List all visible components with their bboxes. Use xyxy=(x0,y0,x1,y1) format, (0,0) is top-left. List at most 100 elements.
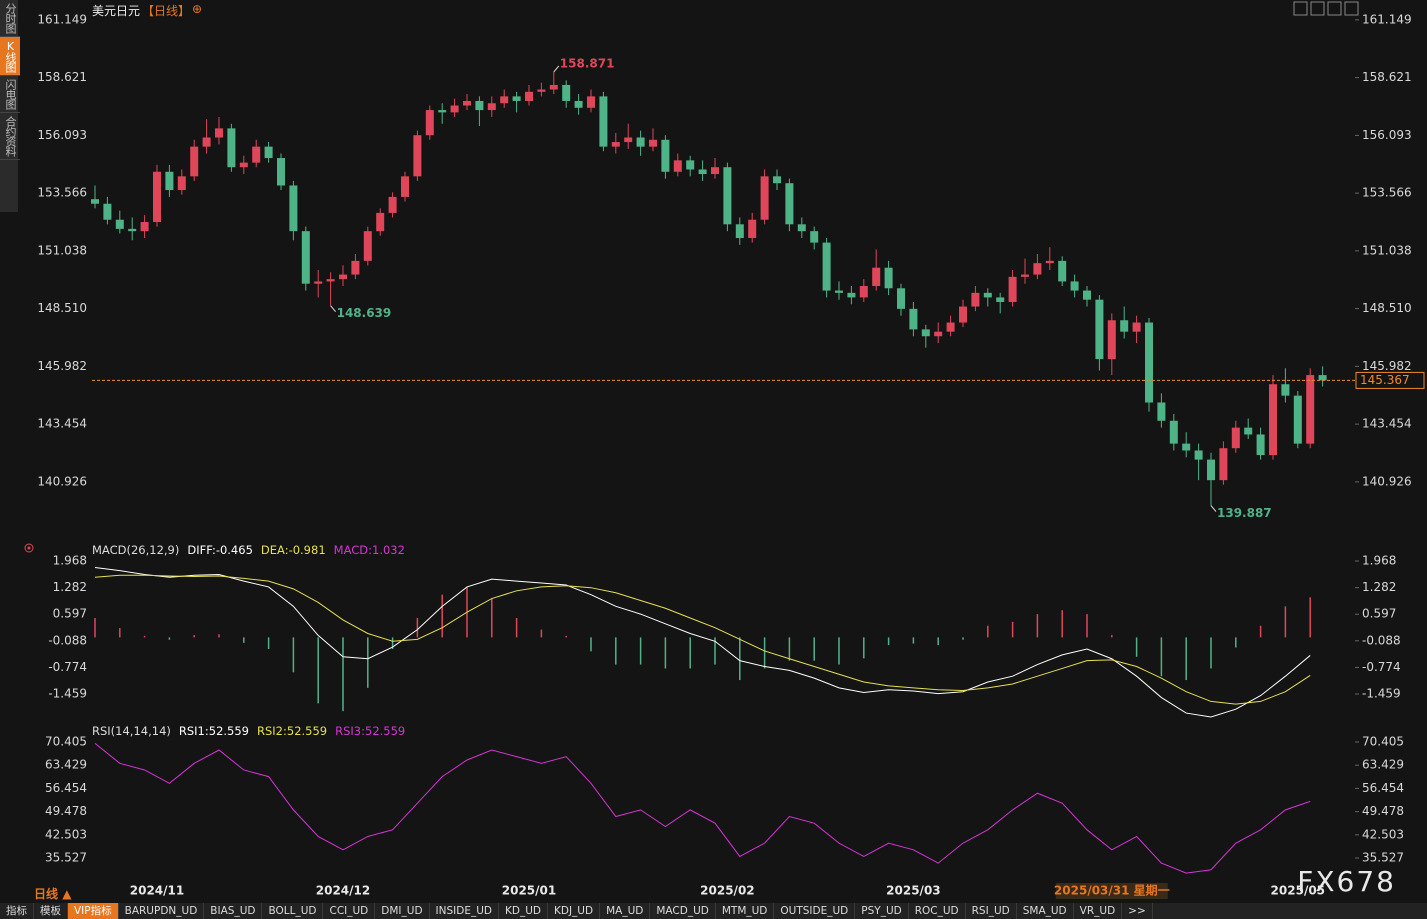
toolbar-tab[interactable]: VR_UD xyxy=(1074,903,1123,919)
toolbar-tab[interactable]: KDJ_UD xyxy=(548,903,601,919)
candle-body xyxy=(1231,427,1240,449)
toolbar-tab[interactable]: INSIDE_UD xyxy=(430,903,499,919)
icon[interactable] xyxy=(1327,1,1342,16)
title-bar: 美元日元 【日线】 ⊕ xyxy=(92,2,202,19)
toolbar-tab[interactable]: MTM_UD xyxy=(716,903,775,919)
macd-bar xyxy=(515,617,518,638)
candle-body xyxy=(649,139,657,147)
legend-entry: DEA-0.981 xyxy=(261,543,326,557)
toolbar-tab[interactable]: BIAS_UD xyxy=(204,903,263,919)
toolbar-tab[interactable]: BARUPDN_UD xyxy=(119,903,205,919)
candle-body xyxy=(1008,276,1017,302)
legend-entry: MACD1.032 xyxy=(334,543,405,557)
y-tick-label: 148.510 xyxy=(37,301,87,315)
side-tab[interactable]: 合约资料 xyxy=(0,113,20,160)
crosshair-label-box xyxy=(1055,883,1168,899)
y-tick-label: 1.282 xyxy=(53,580,87,594)
candle-body xyxy=(723,167,732,225)
macd-bar xyxy=(987,625,989,638)
candle-body xyxy=(239,162,248,168)
candle-body xyxy=(934,331,943,337)
indicator-line xyxy=(94,742,1311,874)
candle-body xyxy=(735,224,744,239)
candle-body xyxy=(1120,320,1129,332)
y-tick-label: 42.503 xyxy=(45,827,87,841)
icon[interactable] xyxy=(1344,1,1359,16)
macd-bar xyxy=(1259,625,1262,638)
candle-body xyxy=(1021,274,1029,277)
candle-body xyxy=(401,176,409,197)
y-tick-label: 0.597 xyxy=(53,607,87,621)
y-tick-label: -0.774 xyxy=(1362,660,1401,674)
side-tab[interactable]: 闪电图 xyxy=(0,76,20,113)
icon[interactable] xyxy=(1293,1,1308,16)
side-tab[interactable]: K线图 xyxy=(0,37,20,76)
icon[interactable] xyxy=(1310,1,1325,16)
extreme-marker xyxy=(553,65,560,73)
y-tick-label: 151.038 xyxy=(1362,243,1412,257)
macd-bar xyxy=(937,637,939,646)
toolbar-tab[interactable]: DMI_UD xyxy=(375,903,430,919)
legend-value: 52.559 xyxy=(283,724,327,738)
toolbar-tab[interactable]: SMA_UD xyxy=(1017,903,1074,919)
toolbar-tab[interactable]: RSI_UD xyxy=(966,903,1017,919)
legend-value: 52.559 xyxy=(205,724,249,738)
macd-bar xyxy=(1284,606,1287,638)
period-switch[interactable]: 日线 ▲ xyxy=(34,887,72,901)
legend-value: 52.559 xyxy=(361,724,405,738)
candle-body xyxy=(624,137,633,143)
macd-bar xyxy=(1160,637,1163,677)
candle-body xyxy=(748,219,757,239)
add-icon[interactable]: ⊕ xyxy=(192,2,203,16)
candle-body xyxy=(1157,402,1166,421)
toolbar-tab[interactable]: MACD_UD xyxy=(650,903,716,919)
y-tick-label: -1.459 xyxy=(1362,687,1401,701)
toolbar-tab[interactable]: MA_UD xyxy=(600,903,651,919)
candle-body xyxy=(388,196,397,213)
x-tick-label: 2025/01 xyxy=(502,884,556,898)
candle-body xyxy=(425,110,434,136)
candle-body xyxy=(1058,260,1067,282)
toolbar-tab[interactable]: 模板 xyxy=(34,903,68,919)
candle-body xyxy=(785,183,794,225)
toolbar: 指标 模板 VIP指标 BARUPDN_UD BIAS_UD BOLL_UD CCI_UD D… xyxy=(0,903,1427,919)
macd-bar xyxy=(94,617,96,638)
macd-bar xyxy=(243,637,245,643)
icon[interactable] xyxy=(24,543,34,553)
toolbar-tab[interactable]: BOLL_UD xyxy=(262,903,324,919)
candle-body xyxy=(835,290,843,293)
candle-body xyxy=(1033,263,1042,275)
toolbar-tab[interactable]: >> xyxy=(1122,903,1153,919)
toolbar-tab[interactable]: PSY_UD xyxy=(855,903,909,919)
macd-bar xyxy=(689,637,691,669)
y-tick-label: 151.038 xyxy=(37,243,87,257)
toolbar-tab[interactable]: VIP指标 xyxy=(68,903,119,919)
candle-body xyxy=(1045,260,1054,264)
candle-body xyxy=(252,146,261,163)
legend-entry: RSI352.559 xyxy=(335,724,405,738)
toolbar-tab[interactable]: KD_UD xyxy=(499,903,548,919)
side-tab[interactable]: 分时图 xyxy=(0,0,20,37)
candle-body xyxy=(363,231,372,261)
low-label: 139.887 xyxy=(1217,506,1272,520)
y-tick-label: 70.405 xyxy=(1362,735,1404,749)
toolbar-tab[interactable]: OUTSIDE_UD xyxy=(774,903,856,919)
macd-bar xyxy=(491,598,493,638)
y-tick-label: 0.597 xyxy=(1362,607,1396,621)
candle-body xyxy=(549,84,558,90)
candle-body xyxy=(661,139,670,172)
candle-body xyxy=(475,100,484,111)
candle-body xyxy=(983,292,992,298)
toolbar-tab[interactable]: CCI_UD xyxy=(323,903,376,919)
candle-body xyxy=(698,169,707,175)
candle-body xyxy=(1083,290,1091,300)
indicator-line xyxy=(94,567,1311,718)
toolbar-tab[interactable]: ROC_UD xyxy=(909,903,966,919)
candle-body xyxy=(673,160,682,172)
period-label: 日线 xyxy=(34,887,59,901)
candle-body xyxy=(1269,384,1277,456)
macd-bar xyxy=(788,637,791,661)
toolbar-tab[interactable]: 指标 xyxy=(0,903,34,919)
period[interactable]: 【日线】 xyxy=(142,4,191,18)
